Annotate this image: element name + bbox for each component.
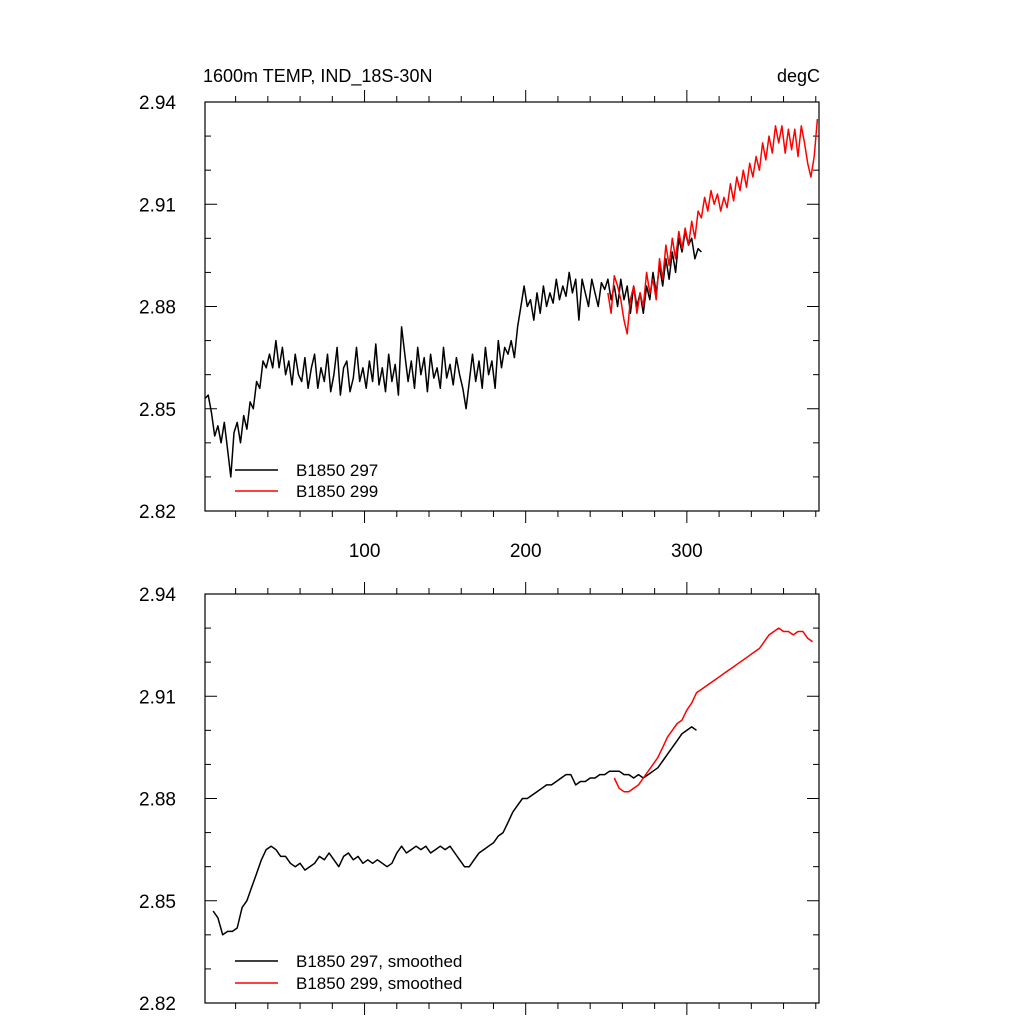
- top-panel-series: [204, 118, 819, 478]
- bottom-y-tick-label: 2.88: [139, 790, 176, 811]
- top-y-tick-label: 2.94: [139, 93, 176, 114]
- legend-label-b1850-299-smoothed: B1850 299, smoothed: [296, 974, 462, 993]
- bottom-panel: 2.82 2.85 2.88 2.91 2.94 B1850 297, smoothed…: [139, 582, 820, 1015]
- top-x-tick-label: 300: [671, 541, 703, 562]
- series-line-b1850-297-smoothed: [212, 726, 697, 936]
- bottom-panel-ticks: 2.82 2.85 2.88 2.91 2.94: [139, 582, 819, 1015]
- top-x-tick-label: 200: [510, 541, 542, 562]
- top-panel: 1600m TEMP, IND_18S-30N degC 2.822.852.8…: [139, 66, 820, 562]
- legend-label-b1850-297-smoothed: B1850 297, smoothed: [296, 952, 462, 971]
- top-y-tick-label: 2.85: [139, 400, 176, 421]
- chart-title: 1600m TEMP, IND_18S-30N: [203, 66, 432, 87]
- bottom-y-tick-label: 2.82: [139, 994, 176, 1015]
- top-plot-frame: [204, 101, 820, 512]
- series-line-b1850-299: [607, 118, 819, 335]
- top-legend: B1850 297 B1850 299: [235, 461, 378, 501]
- top-y-tick-label: 2.82: [139, 502, 176, 523]
- legend-label-b1850-299: B1850 299: [296, 482, 378, 501]
- top-panel-ticks: 2.82 2.85 2.88 2.91 2.94 100 200 300: [139, 90, 819, 562]
- bottom-y-tick-label: 2.85: [139, 892, 176, 913]
- top-x-tick-label: 100: [349, 541, 381, 562]
- series-line-b1850-299-smoothed: [613, 627, 814, 793]
- bottom-y-tick-label: 2.94: [139, 585, 176, 606]
- bottom-plot-frame: [204, 593, 820, 1004]
- legend-label-b1850-297: B1850 297: [296, 461, 378, 480]
- units-label: degC: [777, 66, 820, 86]
- bottom-y-tick-label: 2.91: [139, 687, 176, 708]
- series-line-b1850-297: [204, 230, 702, 478]
- top-y-tick-label: 2.91: [139, 195, 176, 216]
- bottom-panel-series: [212, 627, 814, 936]
- top-y-tick-label: 2.88: [139, 298, 176, 319]
- bottom-legend: B1850 297, smoothed B1850 299, smoothed: [235, 952, 462, 993]
